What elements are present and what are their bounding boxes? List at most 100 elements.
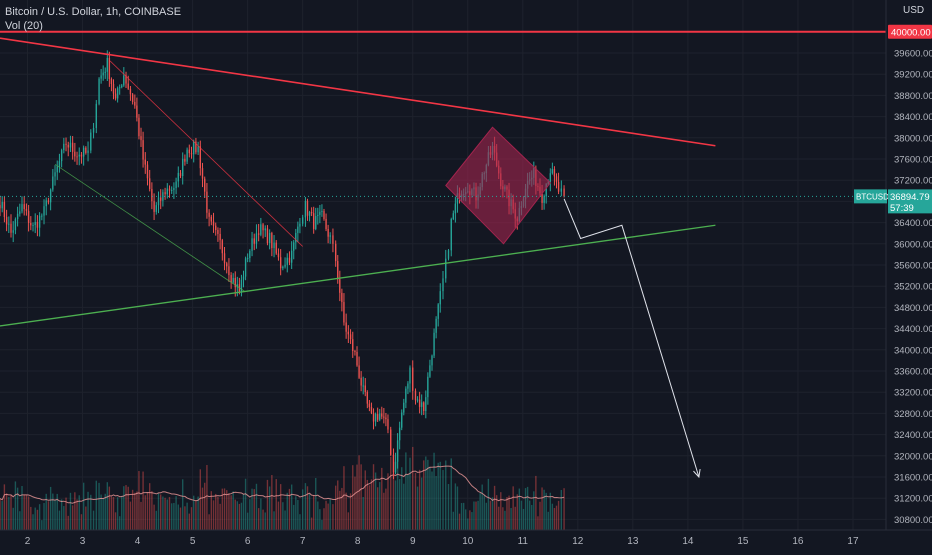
candle-body: [545, 184, 547, 197]
candle-body: [162, 192, 164, 201]
volume-bar: [339, 490, 341, 530]
volume-bar: [431, 471, 433, 530]
volume-bar: [69, 492, 72, 530]
candle-body: [555, 176, 558, 182]
volume-bar: [236, 501, 239, 530]
volume-bar: [177, 504, 179, 530]
current-price-label: 36894.79: [890, 192, 930, 203]
volume-bar: [555, 505, 558, 530]
candle-body: [155, 205, 157, 212]
volume-bar: [112, 497, 115, 530]
volume-bar: [465, 509, 467, 530]
candle-body: [104, 71, 106, 73]
volume-indicator-label[interactable]: Vol (20): [5, 20, 43, 32]
volume-bar: [553, 507, 556, 530]
candle-body: [106, 57, 108, 72]
candle-body: [301, 217, 304, 224]
candle-body: [356, 351, 358, 366]
volume-bar: [337, 480, 339, 530]
candle-body: [114, 93, 117, 99]
candle-body: [549, 173, 551, 182]
volume-bar: [125, 485, 127, 530]
candle-body: [551, 169, 554, 174]
volume-bar: [405, 452, 407, 530]
candle-body: [131, 94, 134, 102]
volume-bar: [347, 512, 350, 530]
volume-bar: [398, 479, 401, 530]
candle-body: [381, 413, 383, 417]
volume-bar: [308, 493, 311, 530]
volume-bar: [483, 495, 485, 530]
candle-body: [329, 235, 331, 237]
candle-body: [63, 143, 65, 151]
price-axis[interactable]: 30800.00 31200.00 31600.00 32000.00 32400.00…: [854, 0, 932, 550]
candle-body: [268, 232, 271, 243]
volume-bar: [403, 483, 405, 530]
candle-body: [8, 223, 10, 225]
volume-bar: [364, 470, 366, 530]
candle-body: [275, 242, 277, 254]
candle-body: [306, 200, 309, 216]
candle-body: [437, 304, 439, 319]
volume-bar: [327, 503, 329, 530]
candle-body: [164, 192, 166, 195]
candle-body: [315, 215, 317, 229]
time-tick-label: 9: [410, 536, 416, 547]
volume-bar: [186, 502, 188, 530]
volume-bar: [49, 486, 52, 530]
volume-bar: [190, 507, 193, 530]
candle-body: [197, 146, 199, 153]
candle-body: [60, 150, 63, 162]
volume-bar: [19, 511, 21, 530]
volume-bar: [136, 491, 138, 530]
candle-body: [10, 223, 12, 233]
volume-bar: [12, 507, 14, 530]
price-tick-label: 32800.00: [894, 409, 932, 420]
volume-bar: [78, 495, 80, 530]
volume-bar: [23, 494, 25, 530]
candle-body: [228, 266, 230, 276]
candle-body: [409, 367, 411, 384]
symbol-title[interactable]: Bitcoin / U.S. Dollar, 1h, COINBASE: [5, 6, 182, 18]
volume-bar: [301, 489, 304, 530]
volume-bar: [416, 486, 419, 530]
volume-bar: [429, 467, 431, 530]
time-tick-label: 8: [355, 536, 361, 547]
volume-bar: [164, 497, 166, 530]
volume-bar: [394, 480, 397, 530]
candle-body: [246, 258, 249, 260]
candle-body: [41, 215, 43, 217]
candle-body: [140, 136, 142, 141]
price-tick-label: 39200.00: [894, 70, 932, 81]
volume-bar: [284, 510, 286, 530]
volume-bar: [526, 486, 529, 530]
candle-body: [36, 221, 39, 228]
volume-bar: [100, 494, 102, 530]
time-tick-label: 6: [245, 536, 251, 547]
candle-body: [1, 201, 3, 209]
candle-body: [32, 225, 34, 227]
candle-body: [92, 127, 95, 133]
volume-bar: [551, 503, 554, 530]
time-tick-label: 12: [572, 536, 584, 547]
drawings[interactable]: [0, 30, 886, 479]
volume-bar: [27, 496, 30, 530]
candle-body: [142, 140, 144, 160]
candle-body: [201, 168, 204, 179]
candle-body: [82, 147, 85, 157]
trendline-resistance: [0, 37, 716, 147]
candle-body: [0, 205, 1, 209]
time-axis[interactable]: 2 3 4 5 6 7 8 9 10 11 12 13 14 15 16 17: [0, 529, 932, 550]
volume-bar: [366, 479, 369, 530]
volume-bar: [240, 502, 243, 530]
volume-bar: [368, 485, 371, 530]
volume-bar: [25, 494, 28, 530]
volume-bar: [458, 513, 461, 530]
candle-body: [127, 83, 129, 89]
candle-body: [429, 365, 431, 377]
candle-body: [337, 261, 339, 280]
volume-bar: [335, 485, 337, 530]
